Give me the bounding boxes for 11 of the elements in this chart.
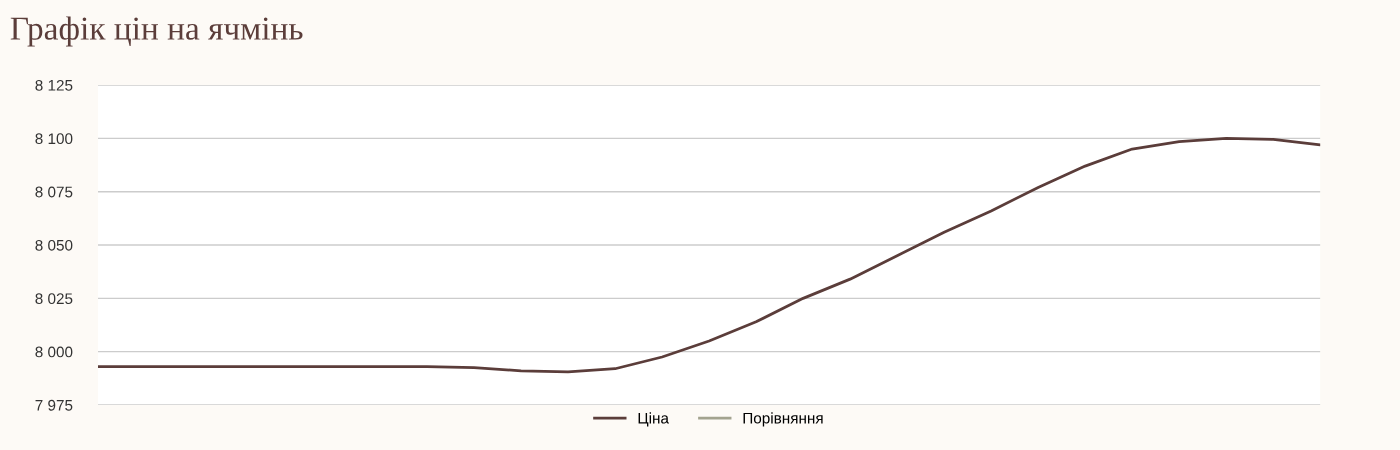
line-series — [98, 136, 1321, 374]
y-tick-label: 7 975 — [35, 399, 73, 411]
legend-label: Ціна — [638, 412, 669, 427]
chart-title: Графік цін на ячмінь — [10, 16, 303, 47]
y-tick-label: 8 100 — [35, 133, 73, 145]
y-tick-label: 8 125 — [35, 79, 73, 91]
y-tick-label: 8 000 — [35, 346, 73, 358]
legend-label: Порівняння — [743, 412, 823, 427]
y-tick-label: 8 075 — [35, 186, 73, 198]
y-tick-label: 8 050 — [35, 239, 73, 251]
y-tick-label: 8 025 — [35, 293, 73, 305]
